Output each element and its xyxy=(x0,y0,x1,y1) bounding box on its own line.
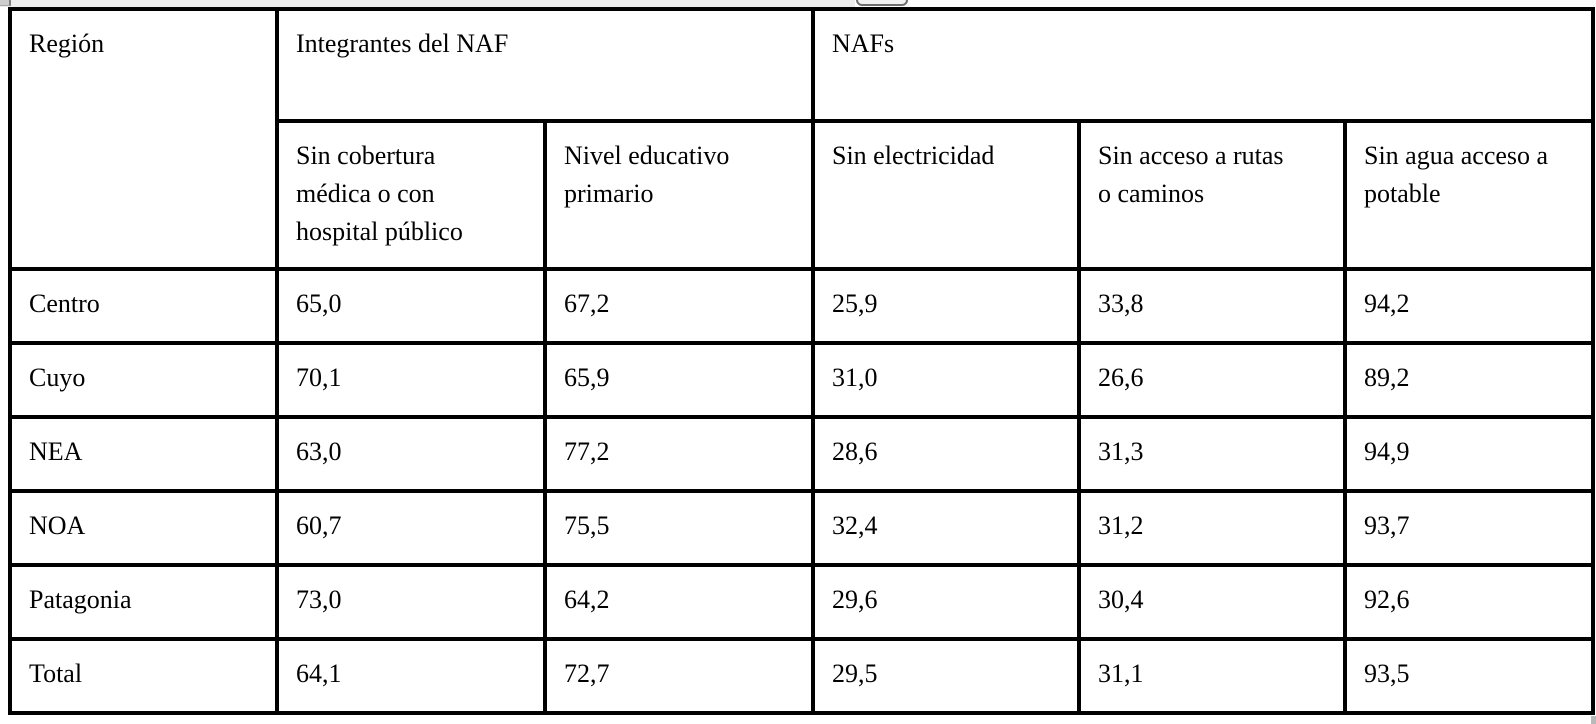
value-cell: 26,6 xyxy=(1077,341,1347,419)
header-cell-sin-acceso-rutas: Sin acceso a rutas o caminos xyxy=(1077,119,1347,271)
top-strip-right-segment xyxy=(905,0,1596,7)
value-cell: 60,7 xyxy=(275,489,547,567)
value-cell: 77,2 xyxy=(543,415,815,493)
value-cell: 93,7 xyxy=(1342,489,1596,567)
header-cell-nivel-educativo: Nivel educativo primario xyxy=(543,119,815,271)
value-cell: 72,7 xyxy=(543,637,815,715)
value-cell: 31,0 xyxy=(811,341,1081,419)
value-cell: 93,5 xyxy=(1342,637,1596,715)
scrollbar-artifact xyxy=(1591,716,1596,724)
table-row-nea: NEA 63,0 77,2 28,6 31,3 94,9 xyxy=(8,415,1596,493)
table-row-noa: NOA 60,7 75,5 32,4 31,2 93,7 xyxy=(8,489,1596,567)
table-row-patagonia: Patagonia 73,0 64,2 29,6 30,4 92,6 xyxy=(8,563,1596,641)
row-label-cell: Total xyxy=(8,637,279,715)
table-row-total: Total 64,1 72,7 29,5 31,1 93,5 xyxy=(8,637,1596,715)
value-cell: 73,0 xyxy=(275,563,547,641)
value-cell: 31,3 xyxy=(1077,415,1347,493)
value-cell: 31,1 xyxy=(1077,637,1347,715)
value-cell: 75,5 xyxy=(543,489,815,567)
value-cell: 29,5 xyxy=(811,637,1081,715)
header-sub-row: Sin cobertura médica o con hospital públ… xyxy=(10,119,1596,271)
cropped-corner-widget xyxy=(0,0,11,6)
value-cell: 89,2 xyxy=(1342,341,1596,419)
value-cell: 25,9 xyxy=(811,267,1081,345)
header-cell-sin-electricidad: Sin electricidad xyxy=(811,119,1081,271)
value-cell: 94,9 xyxy=(1342,415,1596,493)
value-cell: 65,0 xyxy=(275,267,547,345)
value-cell: 65,9 xyxy=(543,341,815,419)
row-label-cell: Patagonia xyxy=(8,563,279,641)
row-label-cell: NEA xyxy=(8,415,279,493)
table-row-centro: Centro 65,0 67,2 25,9 33,8 94,2 xyxy=(8,267,1596,345)
value-cell: 32,4 xyxy=(811,489,1081,567)
value-cell: 30,4 xyxy=(1077,563,1347,641)
header-cell-sin-agua: Sin agua acceso a potable xyxy=(1342,119,1596,271)
value-cell: 92,6 xyxy=(1342,563,1596,641)
row-label-cell: Cuyo xyxy=(8,341,279,419)
value-cell: 28,6 xyxy=(811,415,1081,493)
value-cell: 94,2 xyxy=(1342,267,1596,345)
value-cell: 70,1 xyxy=(275,341,547,419)
row-label-cell: NOA xyxy=(8,489,279,567)
value-cell: 31,2 xyxy=(1077,489,1347,567)
window-top-strip xyxy=(0,0,1596,7)
header-group-row: Región Integrantes del NAF NAFs xyxy=(8,7,1596,271)
naf-region-table: Región Integrantes del NAF NAFs Sin cobe… xyxy=(8,7,1596,715)
cropped-toolbar-button[interactable] xyxy=(856,0,908,6)
value-cell: 63,0 xyxy=(275,415,547,493)
value-cell: 67,2 xyxy=(543,267,815,345)
header-cell-sin-cobertura: Sin cobertura médica o con hospital públ… xyxy=(275,119,547,271)
value-cell: 29,6 xyxy=(811,563,1081,641)
header-cell-region: Región xyxy=(8,7,279,271)
row-label-cell: Centro xyxy=(8,267,279,345)
table-row-cuyo: Cuyo 70,1 65,9 31,0 26,6 89,2 xyxy=(8,341,1596,419)
value-cell: 64,2 xyxy=(543,563,815,641)
header-cell-nafs-group: NAFs xyxy=(810,7,1596,123)
value-cell: 33,8 xyxy=(1077,267,1347,345)
value-cell: 64,1 xyxy=(275,637,547,715)
top-strip-left-segment xyxy=(0,0,855,7)
header-cell-integrantes-group: Integrantes del NAF xyxy=(275,7,815,123)
